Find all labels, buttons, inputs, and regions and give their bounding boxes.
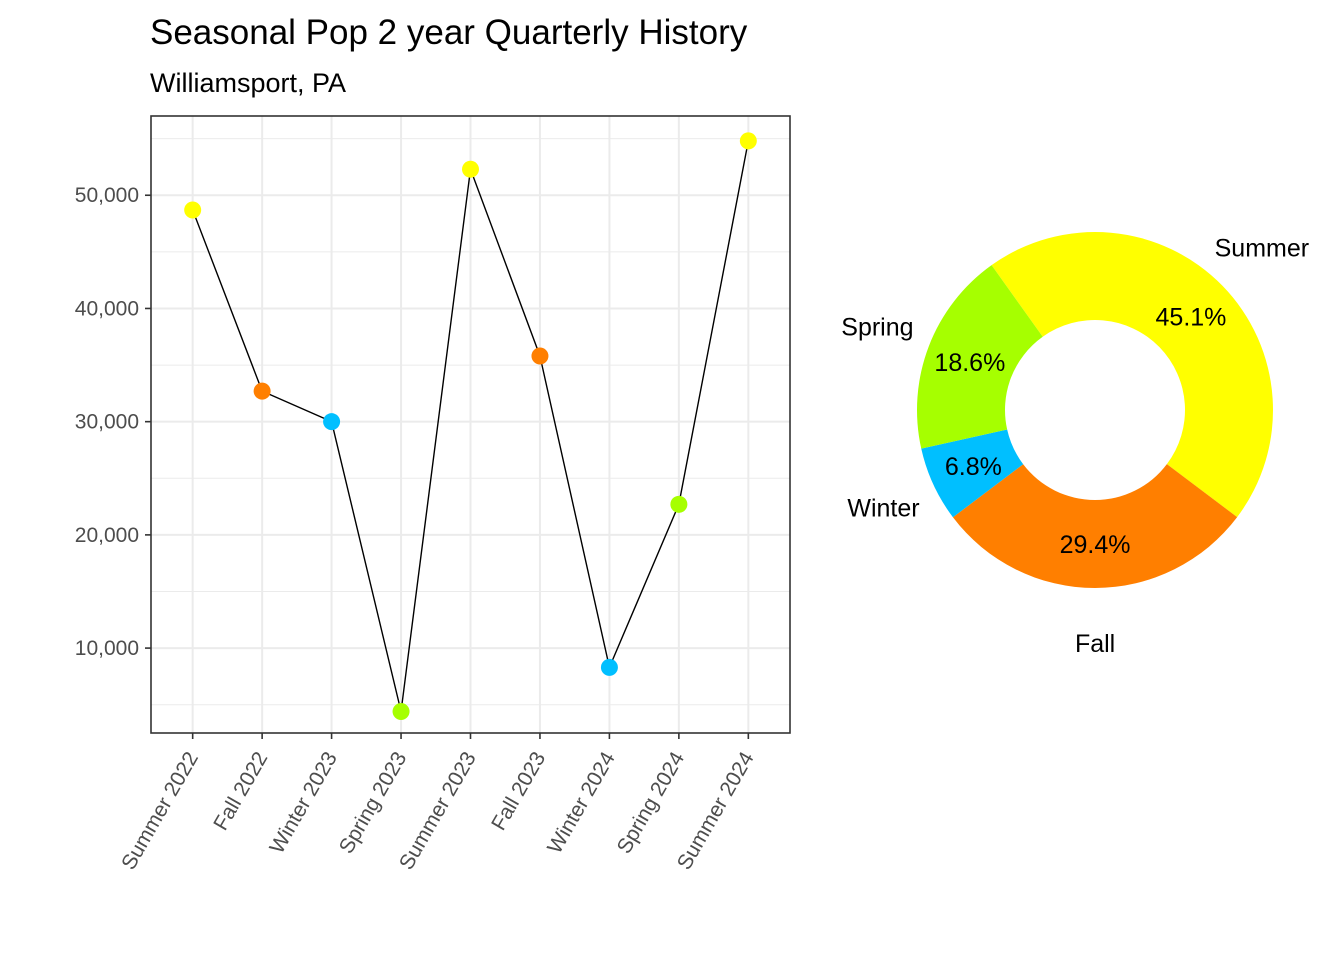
y-tick-label: 30,000	[75, 411, 139, 434]
chart-subtitle: Williamsport, PA	[150, 68, 346, 98]
x-tick-label: Winter 2024	[543, 748, 620, 858]
line-chart-grid	[151, 116, 790, 733]
donut-category-label-fall: Fall	[1075, 630, 1115, 658]
donut-percent-label-spring: 18.6%	[934, 349, 1005, 377]
donut-percent-labels: 45.1% 29.4% 6.8% 18.6%	[934, 303, 1226, 559]
x-tick-label: Summer 2022	[117, 748, 203, 874]
donut-slice-fall	[952, 464, 1238, 588]
y-tick-label: 10,000	[75, 637, 139, 660]
data-point-summer-2023	[462, 160, 479, 178]
donut-category-labels: Summer Fall Winter Spring	[841, 234, 1309, 658]
donut-percent-label-summer: 45.1%	[1156, 303, 1227, 331]
donut-slices	[917, 232, 1273, 588]
donut-slice-spring	[917, 265, 1043, 449]
donut-chart: 45.1% 29.4% 6.8% 18.6% Summer Fall Winter Spri…	[841, 232, 1309, 658]
x-tick-label: Spring 2024	[613, 748, 690, 858]
donut-slice-winter	[921, 429, 1024, 518]
line-points	[184, 132, 757, 720]
data-point-spring-2024	[670, 495, 688, 513]
y-tick-label: 50,000	[75, 184, 139, 207]
x-tick-label: Summer 2023	[395, 748, 481, 874]
y-axis: 10,000 20,000 30,000 40,000 50,000	[75, 184, 151, 660]
x-tick-label: Fall 2022	[209, 748, 272, 834]
data-point-fall-2023	[531, 347, 549, 365]
x-tick-label: Spring 2023	[335, 748, 412, 858]
data-point-fall-2022	[253, 382, 271, 400]
y-tick-label: 20,000	[75, 524, 139, 547]
donut-percent-label-winter: 6.8%	[945, 453, 1002, 481]
data-point-winter-2023	[323, 413, 341, 431]
x-tick-label: Fall 2023	[487, 748, 550, 834]
data-point-winter-2024	[600, 658, 618, 676]
donut-slice-summer	[991, 232, 1273, 518]
chart-title: Seasonal Pop 2 year Quarterly History	[150, 13, 748, 52]
data-point-summer-2022	[184, 201, 202, 219]
donut-category-label-winter: Winter	[847, 495, 919, 523]
donut-percent-label-fall: 29.4%	[1060, 531, 1131, 559]
x-tick-label: Summer 2024	[673, 748, 759, 874]
data-point-summer-2024	[739, 132, 757, 150]
donut-category-label-spring: Spring	[841, 314, 913, 342]
x-tick-label: Winter 2023	[265, 748, 342, 858]
y-tick-label: 40,000	[75, 297, 139, 320]
donut-category-label-summer: Summer	[1215, 234, 1309, 262]
line-chart: 10,000 20,000 30,000 40,000 50,000 Summer 20…	[75, 115, 791, 874]
data-point-spring-2023	[392, 702, 410, 720]
